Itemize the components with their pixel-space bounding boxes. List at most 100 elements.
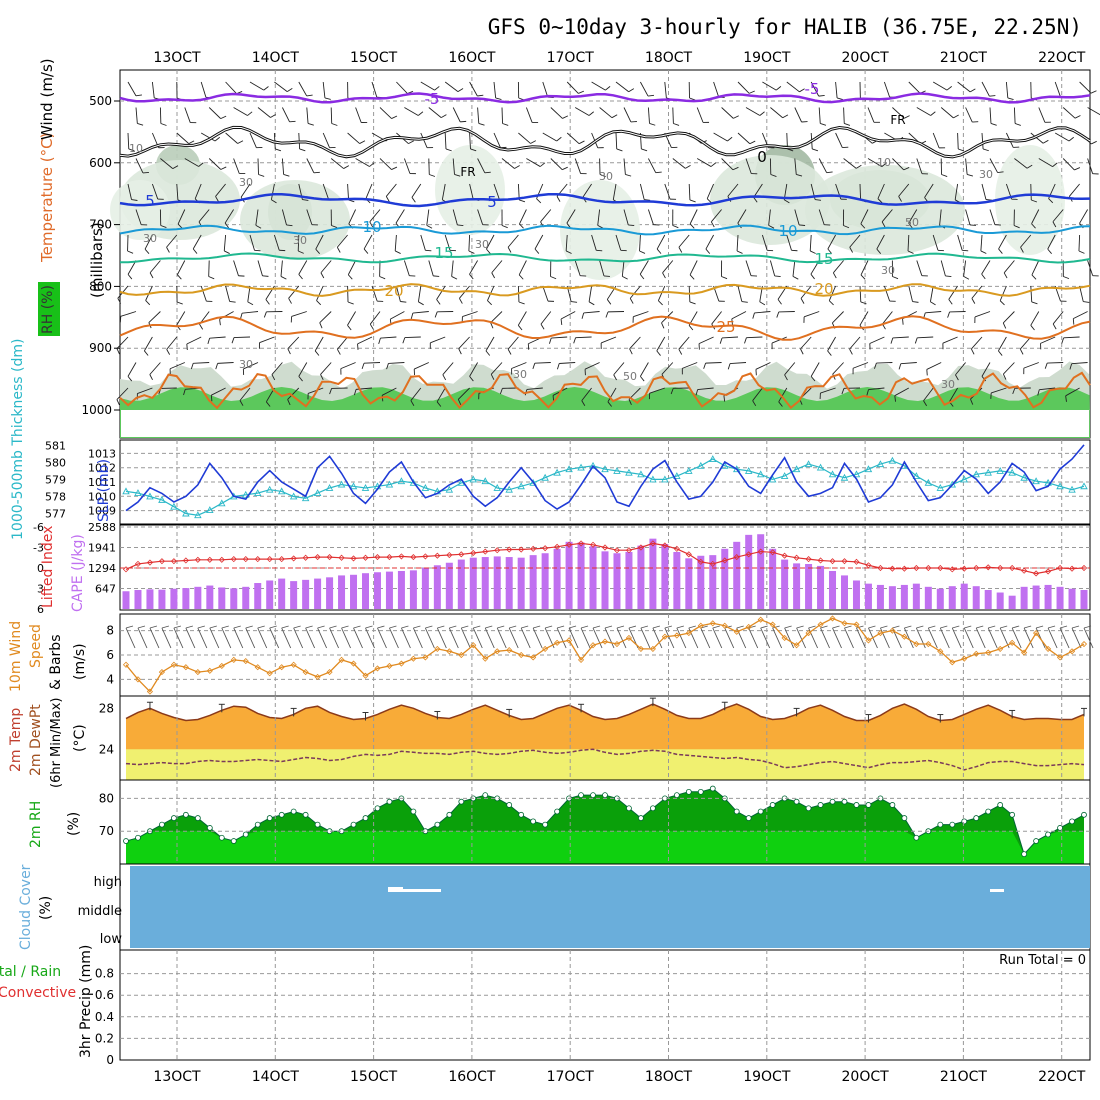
- rh2m-point: [685, 788, 692, 795]
- rh2m-point: [170, 815, 177, 821]
- wind-barb: [860, 209, 869, 225]
- thickness-point: [469, 475, 478, 483]
- rh2m-point: [278, 811, 285, 818]
- li-point: [757, 548, 764, 555]
- wind-barb-flag: [815, 199, 822, 201]
- cape-bar: [577, 542, 585, 609]
- wind-barb: [270, 183, 275, 200]
- wind-barb-flag: [1019, 348, 1024, 355]
- slp-tick-label: 1010: [88, 490, 116, 503]
- wind-barb-flag: [451, 276, 458, 280]
- wind-barb-flag: [347, 274, 353, 280]
- cape-bar: [1068, 588, 1076, 609]
- rh-contour-label: 30: [293, 234, 307, 247]
- cape-bar: [1020, 586, 1028, 609]
- wind-barb-flag: [436, 299, 441, 305]
- wind-barb-flag: [902, 318, 904, 325]
- wind-barb: [768, 209, 771, 226]
- wind10-barb: [939, 627, 950, 649]
- wind-barb: [208, 158, 222, 170]
- wind-barb-flag: [331, 225, 338, 229]
- wind-barb-flag: [999, 300, 1005, 306]
- thickness-point: [673, 472, 681, 479]
- wind-barb-flag: [860, 301, 867, 305]
- wind-barb-flag: [262, 275, 269, 277]
- wind-barb-flag: [408, 140, 414, 144]
- wind-barb-flag: [774, 275, 781, 277]
- li-tick-label: -6: [33, 521, 44, 534]
- wind-barb-flag: [894, 395, 897, 402]
- wind-barb-flag: [302, 199, 309, 201]
- wind10-point: [230, 656, 237, 663]
- wind10-point: [218, 662, 225, 670]
- wind-barb-flag: [1014, 123, 1021, 126]
- wind-barb: [403, 158, 411, 174]
- wind-barb-flag: [749, 90, 755, 94]
- wind-barb-flag: [892, 276, 899, 280]
- thickness-point: [601, 465, 609, 473]
- wind-barb-flag: [316, 300, 322, 306]
- wind-barb-flag: [255, 224, 262, 229]
- wind-barb-flag: [1031, 301, 1038, 305]
- pressure-axis: 500 600 700 800 900 1000: [81, 94, 120, 417]
- wind-barb: [860, 260, 869, 276]
- wind-barb: [452, 158, 455, 175]
- precip-panel: 0.8 0.6 0.4 0.2 0 Run Total = 0 Total / Rain…: [0, 945, 1091, 1067]
- wind-barb: [355, 107, 362, 123]
- isotherm-15: [119, 252, 1091, 264]
- wind10-barb: [341, 627, 351, 649]
- wind-barb-flag: [470, 148, 477, 152]
- wind10-barb: [484, 627, 495, 649]
- cape-bar: [841, 575, 848, 609]
- rh-contour-label: 50: [905, 216, 919, 229]
- wind-barb: [306, 107, 309, 124]
- wind10-point: [997, 645, 1004, 652]
- wind-barb-flag: [530, 140, 537, 144]
- wind-barb-flag: [1052, 323, 1057, 330]
- wind-barb: [257, 260, 263, 276]
- wind-barb: [818, 107, 821, 124]
- wind-barb-flag: [275, 148, 282, 152]
- wind-barb-flag: [434, 86, 440, 91]
- li-point: [422, 553, 429, 560]
- wind-barb: [711, 209, 722, 223]
- wind-barb-flag: [499, 388, 503, 395]
- rh2m-point: [769, 802, 776, 808]
- wind10-point: [829, 615, 836, 622]
- wind-barb: [404, 336, 421, 339]
- wind-barb-flag: [502, 123, 509, 126]
- wind-barb-flag: [160, 225, 167, 228]
- upper-air-ylabel: (millibars): [88, 222, 106, 298]
- wind10-barb: [424, 627, 435, 649]
- wind-barb-flag: [923, 400, 928, 407]
- thickness-point: [984, 468, 992, 476]
- wind-barb: [444, 81, 459, 93]
- wind-barb: [240, 183, 251, 198]
- wind-barb: [534, 362, 551, 364]
- wind-barb: [184, 158, 199, 167]
- rh2m-point: [266, 815, 273, 821]
- wind-barb: [818, 209, 825, 225]
- wind-barb: [721, 158, 734, 171]
- wind-barb-flag: [629, 298, 634, 304]
- wind-barb-flag: [749, 140, 756, 145]
- wind-barb: [225, 81, 237, 94]
- wind10-point: [434, 645, 441, 652]
- wind10-barb: [1083, 627, 1094, 649]
- wind10-barb-flag: [137, 625, 146, 629]
- wind10-barb-flag: [784, 625, 792, 629]
- li-tick-label: -3: [33, 542, 44, 555]
- li-point: [134, 560, 142, 567]
- wind-barb: [1079, 81, 1092, 94]
- li-point: [362, 554, 369, 561]
- cape-bar: [912, 583, 920, 609]
- wind-barb: [1052, 209, 1064, 223]
- wind10-barb-flag: [988, 625, 996, 629]
- wind-barb: [200, 285, 207, 302]
- wind-barb: [859, 285, 862, 303]
- li-point: [1045, 568, 1052, 575]
- wind-label: Wind (m/s): [38, 58, 56, 140]
- thickness-point: [912, 472, 921, 479]
